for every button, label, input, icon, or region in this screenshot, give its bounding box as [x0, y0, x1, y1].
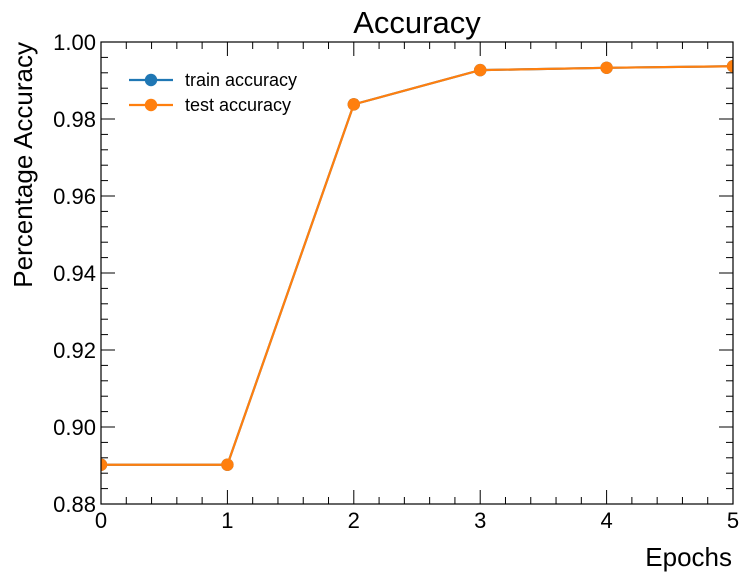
chart-title: Accuracy — [353, 5, 481, 40]
x-tick-label: 5 — [727, 508, 739, 533]
y-tick-label: 0.90 — [53, 415, 96, 440]
data-point — [600, 61, 613, 74]
series-train-accuracy — [101, 60, 733, 471]
y-tick-label: 0.96 — [53, 184, 96, 209]
y-axis-label: Percentage Accuracy — [8, 42, 38, 288]
legend-label: test accuracy — [185, 95, 291, 115]
legend-marker — [144, 98, 158, 112]
data-point — [221, 458, 234, 471]
data-point — [347, 98, 360, 111]
series-layer — [101, 60, 733, 471]
series-line — [101, 65, 733, 466]
x-tick-label: 2 — [348, 508, 360, 533]
y-tick-label: 0.88 — [53, 492, 96, 517]
series-test-accuracy — [101, 60, 733, 471]
x-tick-label: 1 — [221, 508, 233, 533]
x-tick-label: 3 — [474, 508, 486, 533]
data-point — [726, 60, 733, 73]
x-axis-label: Epochs — [645, 542, 732, 572]
legend: train accuracy test accuracy — [129, 70, 297, 115]
x-tick-label: 0 — [95, 508, 107, 533]
y-tick-label: 0.92 — [53, 338, 96, 363]
data-point — [101, 458, 108, 471]
y-tick-label: 0.98 — [53, 107, 96, 132]
axis-ticks: 0 1 2 3 4 5 0.88 0.90 0.92 0.94 0.96 0.98 1.00 — [53, 30, 739, 533]
series-line — [101, 65, 733, 466]
x-tick-label: 4 — [600, 508, 612, 533]
y-tick-label: 1.00 — [53, 30, 96, 55]
legend-marker — [144, 73, 158, 87]
data-point — [474, 63, 487, 77]
plot-frame — [100, 41, 734, 505]
legend-label: train accuracy — [185, 70, 297, 90]
y-tick-label: 0.94 — [53, 261, 96, 286]
